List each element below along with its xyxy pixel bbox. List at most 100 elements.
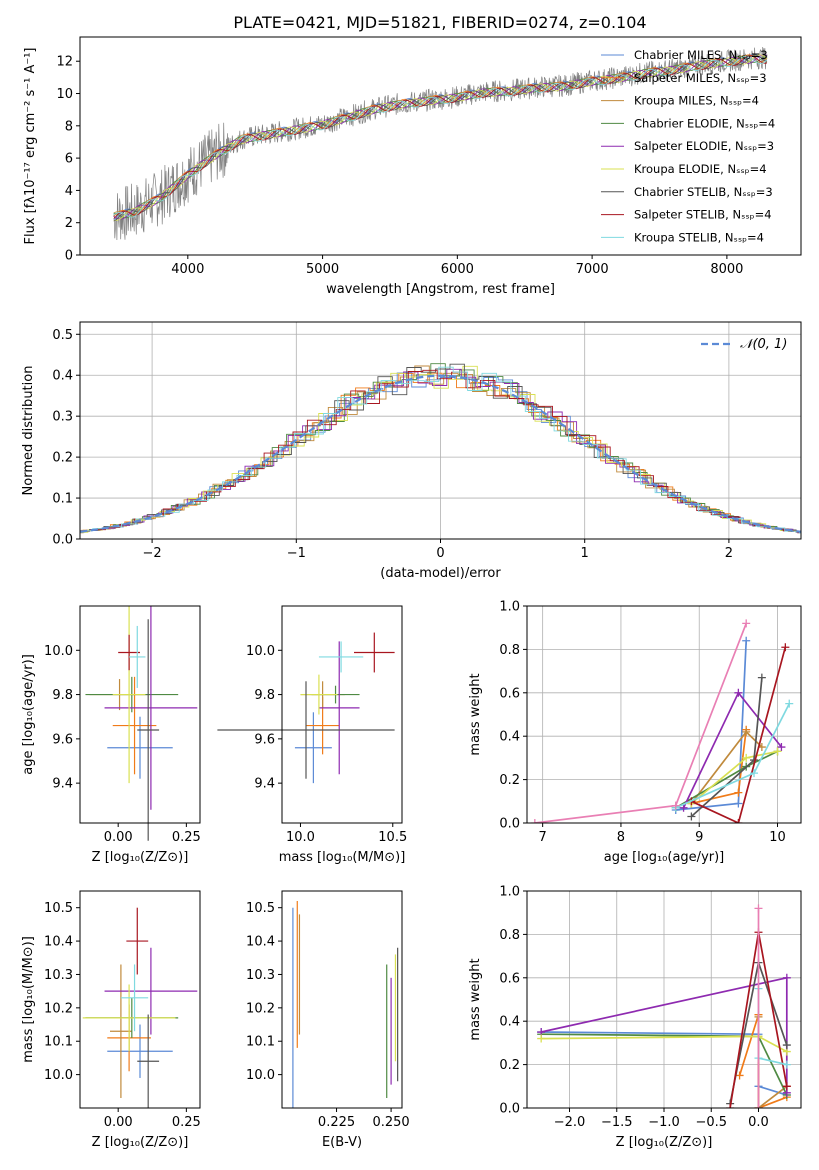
y-axis-label: Flux [fλ10⁻¹⁷ erg cm⁻² s⁻¹ A⁻¹] (23, 48, 38, 245)
y-tick-label: 0.2 (52, 451, 73, 466)
model-line-1 (113, 53, 768, 221)
model-line-5 (113, 54, 768, 220)
panel-residuals: −2 −1 0 1 2 0.0 0.1 0.2 0.3 0.4 0.5 (data-model)/er… (21, 321, 802, 581)
panel-spectrum: 4000 5000 6000 7000 8000 0 2 4 6 8 10 12 wavelength … (23, 36, 802, 297)
model-line-9 (113, 56, 768, 218)
legend-label-gauss: 𝒩(0, 1) (740, 337, 787, 352)
weight-marker (726, 1104, 735, 1108)
weight-marker (750, 769, 759, 778)
y-tick-label: 0.0 (499, 1102, 520, 1117)
y-axis-label: mass [log₁₀(M/M⊙)] (21, 936, 36, 1063)
y-tick-label: 10.2 (44, 1001, 73, 1016)
y-tick-label: 0 (65, 249, 73, 264)
y-tick-label: 0.4 (499, 730, 520, 745)
weight-marker (781, 643, 790, 652)
y-tick-label: 0.6 (499, 686, 520, 701)
weight-marker (734, 819, 743, 823)
weight-marker (734, 788, 743, 797)
x-tick-label: 7000 (576, 262, 609, 277)
model-line-8 (113, 55, 768, 219)
y-tick-label: 0.2 (499, 773, 520, 788)
y-tick-label: 10.2 (246, 1001, 275, 1016)
y-tick-label: 9.8 (254, 688, 275, 703)
weight-marker (742, 636, 751, 645)
legend-label-4: Chabrier ELODIE, Nₛₛₚ=4 (634, 116, 775, 130)
plot-area (82, 907, 198, 1108)
x-tick-label: 0 (436, 546, 444, 561)
spectrum-data-line (113, 46, 768, 241)
weight-marker (754, 904, 763, 913)
plot-area (292, 901, 399, 1108)
y-tick-label: 10.5 (246, 901, 275, 916)
weight-series-9 (675, 703, 791, 809)
y-tick-label: 10 (56, 87, 73, 102)
figure-title: PLATE=0421, MJD=51821, FIBERID=0274, z=0… (233, 13, 646, 32)
y-tick-label: 0.1 (52, 492, 73, 507)
y-tick-label: 10.4 (44, 935, 73, 950)
plot-area (79, 363, 802, 534)
y-tick-label: 10.3 (246, 968, 275, 983)
y-tick-label: 0.4 (499, 1015, 520, 1030)
y-tick-label: 0.5 (52, 328, 73, 343)
axes-frame (281, 605, 403, 824)
y-tick-label: 10.0 (246, 1068, 275, 1083)
y-tick-label: 9.4 (52, 777, 73, 792)
x-tick-label: 7 (539, 830, 547, 845)
y-tick-label: 0.8 (499, 928, 520, 943)
axes-frame (281, 890, 403, 1109)
model-line-6 (113, 54, 768, 221)
weight-marker (742, 619, 751, 628)
x-axis-label: Z [log₁₀(Z/Z⊙)] (92, 1135, 189, 1150)
x-tick-label: 2 (725, 546, 733, 561)
y-tick-label: 10.4 (246, 935, 275, 950)
y-axis-label: mass weight (468, 673, 483, 755)
x-tick-label: −0.5 (695, 1115, 727, 1130)
weight-marker (671, 801, 680, 810)
x-tick-label: 0.25 (172, 1115, 201, 1130)
x-tick-label: 0.0 (748, 1115, 769, 1130)
weight-marker (734, 688, 743, 697)
x-tick-label: 5000 (306, 262, 339, 277)
weight-marker (782, 1041, 791, 1050)
legend-label-2: Salpeter MILES, Nₛₛₚ=3 (634, 71, 767, 85)
x-axis-label: E(B-V) (322, 1135, 362, 1150)
x-tick-label: 8000 (710, 262, 743, 277)
x-tick-label: 4000 (171, 262, 204, 277)
axes-frame (526, 890, 802, 1109)
legend-label-7: Chabrier STELIB, Nₛₛₚ=3 (634, 185, 773, 199)
x-tick-label: 0.00 (104, 1115, 133, 1130)
axes-frame (79, 321, 802, 540)
y-tick-label: 10.1 (246, 1035, 275, 1050)
y-tick-label: 10.0 (44, 644, 73, 659)
plot-area (537, 904, 791, 1108)
y-tick-label: 12 (56, 55, 73, 70)
weight-marker (782, 1082, 791, 1091)
weight-marker (782, 973, 791, 982)
y-tick-label: 9.6 (52, 732, 73, 747)
x-tick-label: 10.5 (378, 830, 407, 845)
weight-marker (735, 1071, 744, 1080)
weight-marker (782, 1060, 791, 1069)
y-tick-label: 10.5 (44, 901, 73, 916)
y-tick-label: 9.6 (254, 732, 275, 747)
axes-frame (79, 36, 802, 256)
panel-mass-vs-ebv: 0.225 0.250 10.0 10.1 10.2 10.3 10.4 10.5 E(B-V) (246, 890, 410, 1150)
plot-area (85, 606, 198, 841)
legend-label-6: Kroupa ELODIE, Nₛₛₚ=4 (634, 162, 767, 176)
legend-label-9: Kroupa STELIB, Nₛₛₚ=4 (634, 230, 764, 244)
x-tick-label: 10 (769, 830, 786, 845)
weight-marker (742, 753, 751, 762)
weight-marker (734, 799, 743, 808)
weight-marker (785, 699, 794, 708)
weight-marker (742, 727, 751, 736)
x-tick-label: −1 (287, 546, 306, 561)
spectrum-lines (113, 46, 768, 241)
legend-label-8: Salpeter STELIB, Nₛₛₚ=4 (634, 208, 772, 222)
x-axis-label: (data-model)/error (380, 566, 501, 581)
y-tick-label: 0.8 (499, 643, 520, 658)
x-axis-label: Z [log₁₀(Z/Z⊙)] (92, 850, 189, 865)
weight-marker (757, 673, 766, 682)
y-tick-label: 0.4 (52, 369, 73, 384)
y-tick-label: 10.1 (44, 1035, 73, 1050)
